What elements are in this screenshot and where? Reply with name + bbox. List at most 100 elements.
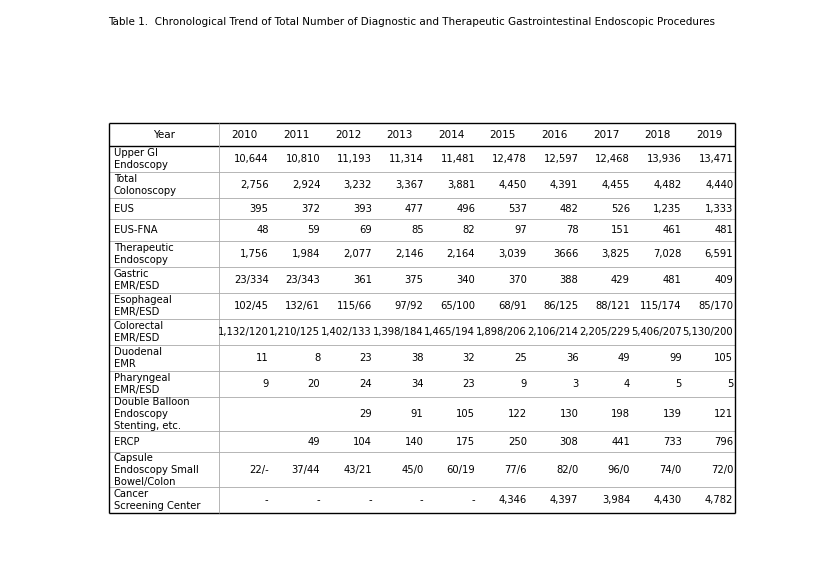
Text: 4,482: 4,482 <box>653 180 681 190</box>
Text: 1,333: 1,333 <box>705 203 733 214</box>
Text: 4,455: 4,455 <box>602 180 630 190</box>
Text: -: - <box>265 494 269 505</box>
Text: 9: 9 <box>521 379 527 389</box>
Text: 3,232: 3,232 <box>344 180 372 190</box>
Text: 12,597: 12,597 <box>543 154 578 164</box>
Text: 85/170: 85/170 <box>698 301 733 311</box>
Text: 481: 481 <box>662 275 681 285</box>
Text: 11,481: 11,481 <box>440 154 475 164</box>
Text: -: - <box>471 494 475 505</box>
Text: 370: 370 <box>508 275 527 285</box>
Text: 74/0: 74/0 <box>659 465 681 475</box>
Text: 105: 105 <box>714 353 733 363</box>
Text: Year: Year <box>153 130 176 139</box>
Text: 121: 121 <box>714 408 733 419</box>
Text: Capsule
Endoscopy Small
Bowel/Colon: Capsule Endoscopy Small Bowel/Colon <box>114 453 199 487</box>
Text: 77/6: 77/6 <box>504 465 527 475</box>
Text: 4,450: 4,450 <box>499 180 527 190</box>
Text: 4,440: 4,440 <box>705 180 733 190</box>
Text: 23/334: 23/334 <box>234 275 269 285</box>
Text: 9: 9 <box>262 379 269 389</box>
Text: 105: 105 <box>456 408 475 419</box>
Text: 3,984: 3,984 <box>602 494 630 505</box>
Text: 49: 49 <box>617 353 630 363</box>
Text: Esophageal
EMR/ESD: Esophageal EMR/ESD <box>114 295 171 317</box>
Text: Table 1.  Chronological Trend of Total Number of Diagnostic and Therapeutic Gast: Table 1. Chronological Trend of Total Nu… <box>109 17 715 27</box>
Text: 461: 461 <box>662 225 681 235</box>
Text: 29: 29 <box>359 408 372 419</box>
Text: 2017: 2017 <box>593 130 620 139</box>
Text: 388: 388 <box>559 275 578 285</box>
Text: 496: 496 <box>456 203 475 214</box>
Text: 5,406/207: 5,406/207 <box>631 327 681 337</box>
Text: 409: 409 <box>714 275 733 285</box>
Text: EUS-FNA: EUS-FNA <box>114 225 157 235</box>
Text: 2016: 2016 <box>541 130 568 139</box>
Text: 82: 82 <box>462 225 475 235</box>
Text: 2019: 2019 <box>696 130 723 139</box>
Text: Colorectal
EMR/ESD: Colorectal EMR/ESD <box>114 321 164 343</box>
Text: 2,146: 2,146 <box>395 249 424 259</box>
Text: 12,468: 12,468 <box>595 154 630 164</box>
Text: 97: 97 <box>514 225 527 235</box>
Text: 340: 340 <box>456 275 475 285</box>
Text: 7,028: 7,028 <box>653 249 681 259</box>
Text: 5: 5 <box>727 379 733 389</box>
Text: 2010: 2010 <box>232 130 258 139</box>
Text: 2012: 2012 <box>335 130 361 139</box>
Text: 132/61: 132/61 <box>285 301 321 311</box>
Text: 13,471: 13,471 <box>699 154 733 164</box>
Text: 2,106/214: 2,106/214 <box>527 327 578 337</box>
Text: 82/0: 82/0 <box>556 465 578 475</box>
Text: 23/343: 23/343 <box>285 275 321 285</box>
Text: 8: 8 <box>314 353 321 363</box>
Text: 102/45: 102/45 <box>234 301 269 311</box>
Text: 2011: 2011 <box>283 130 310 139</box>
Text: 482: 482 <box>559 203 578 214</box>
Text: 99: 99 <box>669 353 681 363</box>
Text: Gastric
EMR/ESD: Gastric EMR/ESD <box>114 269 159 291</box>
Text: 537: 537 <box>508 203 527 214</box>
Text: 24: 24 <box>359 379 372 389</box>
Text: 526: 526 <box>611 203 630 214</box>
Text: 1,756: 1,756 <box>240 249 269 259</box>
Text: 65/100: 65/100 <box>440 301 475 311</box>
Text: 86/125: 86/125 <box>543 301 578 311</box>
Text: 48: 48 <box>256 225 269 235</box>
Text: 1,984: 1,984 <box>292 249 321 259</box>
Text: 5,130/200: 5,130/200 <box>682 327 733 337</box>
Text: 372: 372 <box>302 203 321 214</box>
Text: 481: 481 <box>714 225 733 235</box>
Text: Total
Colonoscopy: Total Colonoscopy <box>114 174 177 196</box>
Text: 78: 78 <box>566 225 578 235</box>
Text: 375: 375 <box>405 275 424 285</box>
Text: 2015: 2015 <box>489 130 516 139</box>
Text: 2,756: 2,756 <box>240 180 269 190</box>
Text: 59: 59 <box>307 225 321 235</box>
Text: 1,210/125: 1,210/125 <box>269 327 321 337</box>
Text: 69: 69 <box>359 225 372 235</box>
Text: 441: 441 <box>611 437 630 447</box>
Text: 115/174: 115/174 <box>640 301 681 311</box>
Text: 68/91: 68/91 <box>498 301 527 311</box>
Text: 4,782: 4,782 <box>705 494 733 505</box>
Text: 175: 175 <box>456 437 475 447</box>
Text: 2018: 2018 <box>644 130 671 139</box>
Text: 22/-: 22/- <box>249 465 269 475</box>
Text: 96/0: 96/0 <box>607 465 630 475</box>
Text: 3,881: 3,881 <box>447 180 475 190</box>
Text: 115/66: 115/66 <box>337 301 372 311</box>
Text: 4,397: 4,397 <box>550 494 578 505</box>
Text: 20: 20 <box>307 379 321 389</box>
Text: 5: 5 <box>676 379 681 389</box>
Text: 32: 32 <box>462 353 475 363</box>
Text: 393: 393 <box>353 203 372 214</box>
Text: 1,898/206: 1,898/206 <box>476 327 527 337</box>
Text: 4,346: 4,346 <box>499 494 527 505</box>
Text: Therapeutic
Endoscopy: Therapeutic Endoscopy <box>114 243 174 265</box>
Text: 25: 25 <box>514 353 527 363</box>
Text: 11,193: 11,193 <box>337 154 372 164</box>
Text: 1,235: 1,235 <box>653 203 681 214</box>
Text: 72/0: 72/0 <box>711 465 733 475</box>
Text: 477: 477 <box>405 203 424 214</box>
